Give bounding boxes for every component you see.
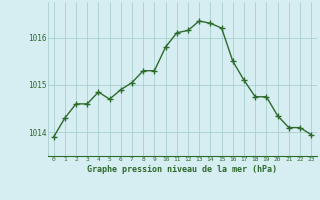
X-axis label: Graphe pression niveau de la mer (hPa): Graphe pression niveau de la mer (hPa)	[87, 165, 277, 174]
